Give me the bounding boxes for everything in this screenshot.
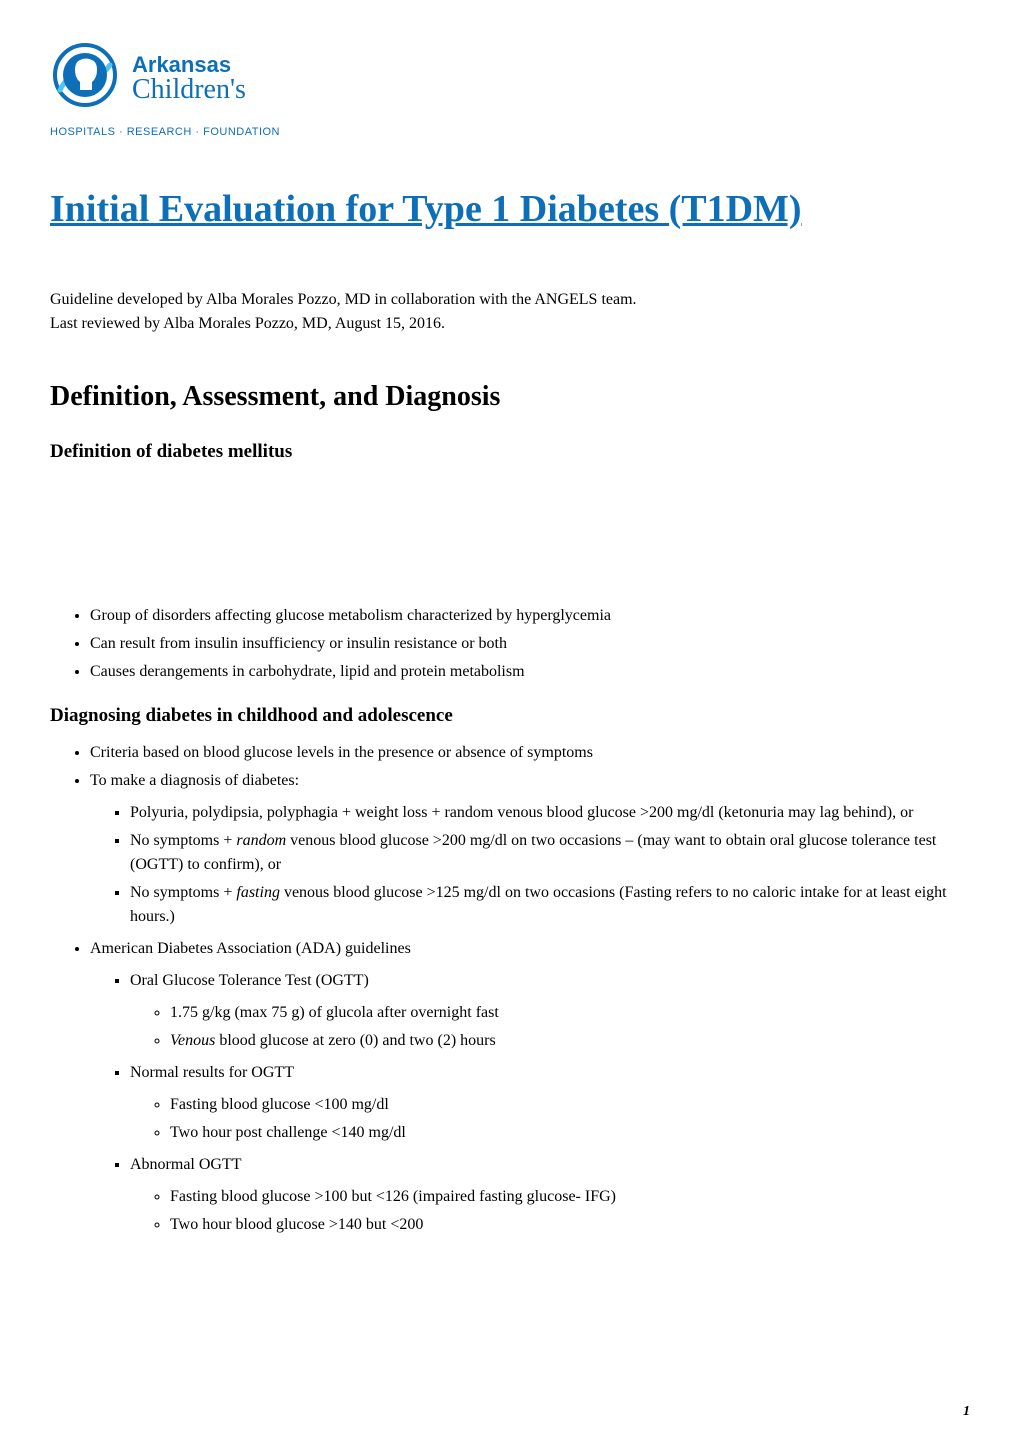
diagnosis-list: Criteria based on blood glucose levels i…	[50, 741, 970, 1237]
emphasis: fasting	[236, 884, 280, 901]
list-item-text: Normal results for OGTT	[130, 1064, 294, 1081]
emphasis: random	[236, 832, 286, 849]
list-item: Normal results for OGTT Fasting blood gl…	[130, 1061, 970, 1145]
page-title: Initial Evaluation for Type 1 Diabetes (…	[50, 181, 970, 238]
sub-list: Oral Glucose Tolerance Test (OGTT) 1.75 …	[90, 969, 970, 1237]
list-item-text: American Diabetes Association (ADA) guid…	[90, 940, 411, 957]
list-item: American Diabetes Association (ADA) guid…	[90, 937, 970, 1237]
list-item: Abnormal OGTT Fasting blood glucose >100…	[130, 1153, 970, 1237]
list-item: Venous blood glucose at zero (0) and two…	[170, 1029, 970, 1053]
definition-list: Group of disorders affecting glucose met…	[50, 604, 970, 684]
subsection-heading: Diagnosing diabetes in childhood and ado…	[50, 702, 970, 731]
page-number: 1	[963, 1401, 970, 1422]
title-link[interactable]: Initial Evaluation for Type 1 Diabetes (…	[50, 188, 802, 230]
list-item: Fasting blood glucose >100 but <126 (imp…	[170, 1185, 970, 1209]
list-item: Criteria based on blood glucose levels i…	[90, 741, 970, 765]
list-item-text: Abnormal OGTT	[130, 1156, 242, 1173]
list-item: Fasting blood glucose <100 mg/dl	[170, 1093, 970, 1117]
sub-list: Polyuria, polydipsia, polyphagia + weigh…	[90, 801, 970, 929]
list-item: No symptoms + fasting venous blood gluco…	[130, 881, 970, 929]
list-item-text: To make a diagnosis of diabetes:	[90, 772, 299, 789]
list-item: Polyuria, polydipsia, polyphagia + weigh…	[130, 801, 970, 825]
spacer	[50, 476, 970, 596]
emphasis: Venous	[170, 1032, 215, 1049]
text: blood glucose at zero (0) and two (2) ho…	[215, 1032, 495, 1049]
list-item: 1.75 g/kg (max 75 g) of glucola after ov…	[170, 1001, 970, 1025]
list-item: Oral Glucose Tolerance Test (OGTT) 1.75 …	[130, 969, 970, 1053]
intro-block: Guideline developed by Alba Morales Pozz…	[50, 288, 970, 336]
logo-line1: Arkansas	[132, 54, 246, 76]
list-item: To make a diagnosis of diabetes: Polyuri…	[90, 769, 970, 929]
text: No symptoms +	[130, 884, 236, 901]
list-item: Group of disorders affecting glucose met…	[90, 604, 970, 628]
section-heading: Definition, Assessment, and Diagnosis	[50, 376, 970, 418]
subsection-heading: Definition of diabetes mellitus	[50, 438, 970, 467]
list-item: Can result from insulin insufficiency or…	[90, 632, 970, 656]
logo-icon	[50, 40, 120, 118]
sub-sub-list: 1.75 g/kg (max 75 g) of glucola after ov…	[130, 1001, 970, 1053]
list-item-text: Oral Glucose Tolerance Test (OGTT)	[130, 972, 369, 989]
sub-sub-list: Fasting blood glucose <100 mg/dl Two hou…	[130, 1093, 970, 1145]
list-item: No symptoms + random venous blood glucos…	[130, 829, 970, 877]
intro-line1: Guideline developed by Alba Morales Pozz…	[50, 288, 970, 312]
text: No symptoms +	[130, 832, 236, 849]
list-item: Causes derangements in carbohydrate, lip…	[90, 660, 970, 684]
logo-line2: Children's	[132, 76, 246, 104]
intro-line2: Last reviewed by Alba Morales Pozzo, MD,…	[50, 312, 970, 336]
logo-tagline: HOSPITALS · RESEARCH · FOUNDATION	[50, 124, 970, 141]
list-item: Two hour post challenge <140 mg/dl	[170, 1121, 970, 1145]
logo-block: Arkansas Children's HOSPITALS · RESEARCH…	[50, 40, 970, 141]
sub-sub-list: Fasting blood glucose >100 but <126 (imp…	[130, 1185, 970, 1237]
list-item: Two hour blood glucose >140 but <200	[170, 1213, 970, 1237]
logo-text: Arkansas Children's	[132, 54, 246, 104]
